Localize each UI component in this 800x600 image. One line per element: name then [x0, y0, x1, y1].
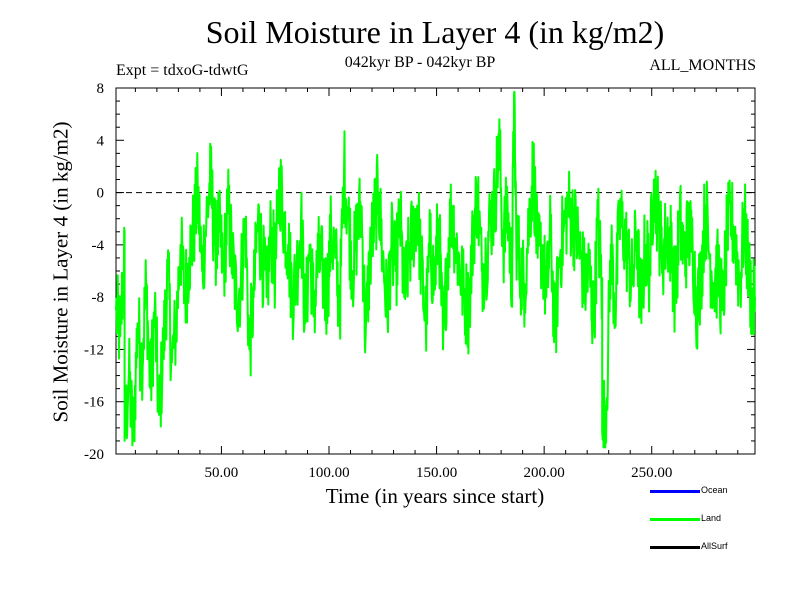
x-tick-label: 100.00 [308, 465, 349, 481]
x-tick-label: 200.00 [524, 465, 565, 481]
y-axis-label: Soil Moisture in Layer 4 (in kg/m2) [48, 121, 73, 423]
y-tick-label: 0 [97, 186, 105, 202]
x-tick-label: 250.00 [631, 465, 672, 481]
legend-item-land: Land [650, 512, 770, 526]
y-tick-label: 4 [97, 133, 105, 149]
y-tick-label: -20 [84, 447, 104, 463]
legend-swatch-allsurf [650, 546, 700, 549]
chart-title: Soil Moisture in Layer 4 (in kg/m2) [205, 14, 665, 50]
legend-label-allsurf: AllSurf [701, 541, 728, 551]
x-tick-label: 50.00 [205, 465, 239, 481]
y-tick-label: -8 [92, 290, 105, 306]
y-tick-label: -16 [84, 395, 104, 411]
legend-swatch-ocean [650, 490, 700, 493]
chart-series [115, 90, 756, 449]
legend-item-ocean: Ocean [650, 484, 770, 498]
experiment-label: Expt = tdxoG-tdwtG [116, 62, 249, 79]
y-tick-label: -4 [92, 238, 105, 254]
legend-item-allsurf: AllSurf [650, 540, 770, 554]
y-tick-label: -12 [84, 342, 104, 358]
x-tick-label: 150.00 [416, 465, 457, 481]
chart-subtitle: 042kyr BP - 042kyr BP [344, 54, 496, 71]
months-label: ALL_MONTHS [649, 57, 756, 74]
x-axis-label: Time (in years since start) [325, 484, 545, 508]
series-line-land [115, 90, 756, 449]
legend-label-ocean: Ocean [701, 485, 728, 495]
legend-swatch-land [650, 518, 700, 521]
y-tick-label: 8 [97, 81, 105, 97]
legend-label-land: Land [701, 513, 722, 523]
